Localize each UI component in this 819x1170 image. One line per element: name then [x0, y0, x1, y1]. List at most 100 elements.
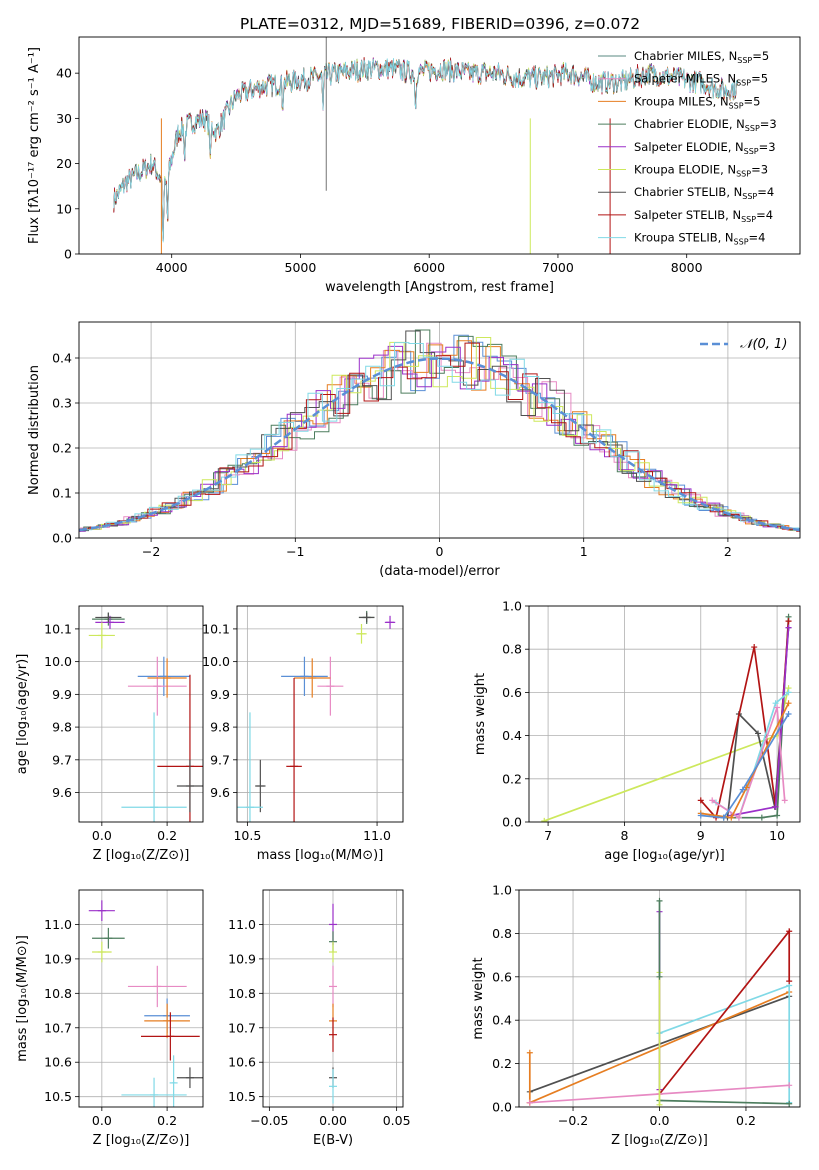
- mass-weight-marker: [526, 1099, 533, 1106]
- y-tick-label: 9.7: [210, 752, 230, 767]
- y-tick-label: 10.5: [228, 1089, 256, 1104]
- y-tick-label: 0.8: [502, 642, 522, 657]
- mass-weight-marker: [526, 1049, 533, 1056]
- y-tick-label: 10.9: [228, 951, 256, 966]
- y-tick-label: 30: [56, 111, 72, 126]
- mass-weight-marker: [785, 624, 792, 631]
- y-axis-label: mass [log₁₀(M/M⊙)]: [15, 935, 30, 1062]
- y-tick-label: 9.9: [52, 687, 72, 702]
- mass-weight-marker: [709, 797, 716, 804]
- normal-reference-curve: [79, 357, 800, 532]
- legend-entry: Chabrier ELODIE, NSSP=3: [634, 117, 777, 133]
- mass-weight-marker: [735, 814, 742, 821]
- age-vs-mass-plot-area: [237, 610, 396, 822]
- y-tick-label: 0.0: [492, 1100, 512, 1115]
- mass-vs-z-panel: 0.0 0.2 10.5 10.6 10.7 10.8 10.9 11.0 Z [log₁₀(Z…: [15, 889, 204, 1148]
- y-axis-label: mass weight: [473, 673, 488, 755]
- y-tick-label: 0.2: [502, 771, 522, 786]
- x-tick-label: 0.2: [157, 1113, 177, 1128]
- y-tick-label: 10: [56, 201, 72, 216]
- axes-frame: [78, 36, 801, 255]
- legend-entry: Chabrier MILES, NSSP=5: [634, 49, 769, 65]
- residual-histogram: [79, 337, 800, 532]
- legend-entry: Kroupa MILES, NSSP=5: [634, 94, 760, 110]
- x-axis-label: E(B-V): [313, 1133, 353, 1148]
- y-axis-label: age [log₁₀(age/yr)]: [15, 654, 30, 775]
- mass-weight-line: [659, 1099, 790, 1105]
- x-tick-label: 10.5: [233, 828, 261, 843]
- mass-weight-marker: [758, 814, 765, 821]
- mass-weight-marker: [697, 797, 704, 804]
- mass-weight-marker: [728, 814, 735, 821]
- mass-weight-line: [544, 687, 790, 822]
- y-tick-label: 9.8: [52, 720, 72, 735]
- mass-weight-marker: [774, 812, 781, 819]
- y-tick-label: 10.5: [44, 1089, 72, 1104]
- spectrum-series-line: [113, 56, 739, 239]
- y-axis-label: mass weight: [471, 957, 486, 1039]
- legend-entry: Kroupa ELODIE, NSSP=3: [634, 163, 768, 179]
- mass-weight-marker: [541, 817, 548, 822]
- y-tick-label: 9.6: [52, 785, 72, 800]
- mass-weight-marker: [774, 704, 781, 711]
- x-tick-label: −1: [286, 544, 304, 559]
- y-tick-label: 0.4: [52, 351, 72, 366]
- spectrum-plot-area: [113, 37, 739, 254]
- residuals-plot-area: [79, 329, 800, 532]
- axes-frame: [78, 889, 204, 1108]
- x-tick-label: 0.0: [650, 1113, 670, 1128]
- y-tick-label: 0.1: [52, 486, 72, 501]
- y-tick-label: 10.8: [228, 986, 256, 1001]
- y-tick-label: 1.0: [502, 599, 522, 614]
- y-tick-label: 11.0: [228, 917, 256, 932]
- x-axis-label: Z [log₁₀(Z/Z⊙)]: [93, 1133, 190, 1148]
- y-tick-label: 9.6: [210, 785, 230, 800]
- y-tick-label: 10.7: [228, 1020, 256, 1035]
- y-tick-label: 0.3: [52, 396, 72, 411]
- mass-weight-marker: [786, 1100, 793, 1107]
- x-axis-label: Z [log₁₀(Z/Z⊙)]: [93, 848, 190, 863]
- spectrum-series-line: [113, 57, 739, 243]
- mass-weight-line: [700, 702, 790, 819]
- x-tick-label: 10: [769, 828, 785, 843]
- legend-entry: 𝒩(0, 1): [740, 337, 787, 352]
- mass-weight-marker: [781, 797, 788, 804]
- axes-frame: [528, 605, 801, 823]
- x-tick-label: 0.0: [92, 1113, 112, 1128]
- x-tick-label: 1: [580, 544, 588, 559]
- age-vs-z-plot-area: [88, 612, 203, 822]
- y-tick-label: 10.8: [44, 986, 72, 1001]
- mass-weight-line: [700, 713, 790, 819]
- y-tick-label: 0: [64, 247, 72, 262]
- y-tick-label: 10.1: [44, 621, 72, 636]
- y-tick-label: 0.0: [502, 815, 522, 830]
- x-tick-label: 6000: [413, 260, 445, 275]
- x-axis-label: age [log₁₀(age/yr)]: [604, 848, 725, 863]
- mass-weight-marker: [785, 711, 792, 717]
- y-tick-label: 10.1: [202, 621, 230, 636]
- x-tick-label: 0: [436, 544, 444, 559]
- axes-frame: [78, 605, 204, 823]
- x-tick-label: −2: [142, 544, 160, 559]
- y-tick-label: 0.4: [502, 728, 522, 743]
- y-axis-label: Normed distribution: [27, 365, 42, 495]
- y-tick-label: 9.8: [210, 720, 230, 735]
- y-tick-label: 10.6: [228, 1055, 256, 1070]
- x-tick-label: 0.2: [157, 828, 177, 843]
- mass-weight-marker: [786, 1082, 793, 1089]
- y-tick-label: 0.6: [502, 685, 522, 700]
- y-tick-label: 9.7: [52, 752, 72, 767]
- y-tick-label: 0.0: [52, 531, 72, 546]
- residual-histogram: [79, 342, 800, 531]
- x-tick-label: 0.00: [319, 1113, 347, 1128]
- y-tick-label: 10.0: [44, 654, 72, 669]
- mass-vs-z-plot-area: [88, 900, 203, 1107]
- y-tick-label: 10.0: [202, 654, 230, 669]
- age-vs-z-panel: 0.0 0.2 9.6 9.7 9.8 9.9 10.0 10.1 Z [log₁₀(Z/Z⊙)…: [15, 605, 204, 863]
- y-tick-label: 0.6: [492, 969, 512, 984]
- x-axis-label: wavelength [Angstrom, rest frame]: [325, 280, 554, 295]
- x-tick-label: 0.0: [92, 828, 112, 843]
- x-tick-label: 11.0: [363, 828, 391, 843]
- x-axis-label: Z [log₁₀(Z/Z⊙)]: [611, 1133, 708, 1148]
